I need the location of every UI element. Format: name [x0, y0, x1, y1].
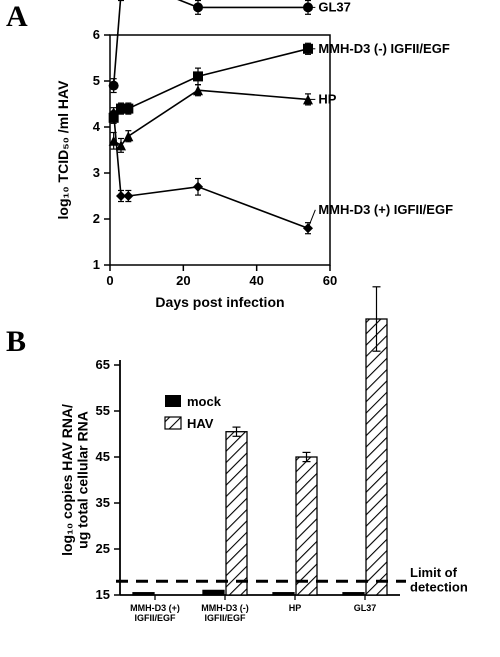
- xcat-3: GL37: [354, 603, 377, 613]
- svg-text:40: 40: [249, 273, 263, 288]
- legend-swatch-mock: [165, 395, 181, 407]
- series-label-HP: HP: [318, 91, 336, 106]
- svg-text:65: 65: [96, 357, 110, 372]
- panel-b-chart: 15 25 35 45 55 65 log₁₀ copies HAV RNA/ug tota…: [50, 355, 490, 655]
- svg-text:0: 0: [106, 273, 113, 288]
- svg-text:1: 1: [93, 257, 100, 272]
- svg-text:55: 55: [96, 403, 110, 418]
- svg-text:35: 35: [96, 495, 110, 510]
- xcat-2: HP: [289, 603, 302, 613]
- panel-b-letter: B: [6, 325, 26, 359]
- panel-b-ylabel: log₁₀ copies HAV RNA/ug total cellular R…: [59, 404, 90, 556]
- bar-mock-0: [133, 593, 154, 595]
- limit-of-detection-label: Limit ofdetection: [410, 565, 468, 594]
- series-MMH-D3-plus: MMH-D3 (+) IGFII/EGF: [109, 108, 453, 234]
- legend-swatch-hav: [165, 417, 181, 429]
- panel-a-xlabel: Days post infection: [155, 294, 284, 310]
- panel-a-plot-frame: [110, 35, 330, 265]
- svg-text:15: 15: [96, 587, 110, 602]
- svg-text:5: 5: [93, 73, 100, 88]
- panel-a-letter: A: [6, 0, 28, 34]
- xcat-1: MMH-D3 (-)IGFII/EGF: [201, 603, 249, 623]
- legend-label-hav: HAV: [187, 416, 214, 431]
- series-MMH-D3-minus: MMH-D3 (-) IGFII/EGF: [109, 41, 450, 124]
- legend-label-mock: mock: [187, 394, 222, 409]
- series-label-MMH-D3-plus: MMH-D3 (+) IGFII/EGF: [318, 202, 453, 217]
- bar-HAV-2: [296, 457, 317, 595]
- svg-text:6: 6: [93, 27, 100, 42]
- svg-text:25: 25: [96, 541, 110, 556]
- svg-text:3: 3: [93, 165, 100, 180]
- series-label-MMH-D3-minus: MMH-D3 (-) IGFII/EGF: [318, 41, 449, 56]
- bar-mock-1: [203, 590, 224, 595]
- svg-text:60: 60: [323, 273, 337, 288]
- panel-b-legend: mock HAV: [165, 394, 222, 431]
- series-HP: HP: [109, 85, 337, 153]
- series-GL37: GL37: [109, 0, 351, 93]
- panel-a-chart: 0 20 40 60 1 2 3 4 5 6 Days post infection log₁₀ TC…: [50, 15, 490, 315]
- xcat-0: MMH-D3 (+)IGFII/EGF: [130, 603, 180, 623]
- svg-text:2: 2: [93, 211, 100, 226]
- panel-a-ylabel: log₁₀ TCID₅₀ /ml HAV: [55, 80, 71, 220]
- svg-text:45: 45: [96, 449, 110, 464]
- bar-HAV-1: [226, 432, 247, 595]
- svg-text:4: 4: [93, 119, 101, 134]
- series-label-GL37: GL37: [318, 0, 351, 14]
- bar-mock-3: [343, 593, 364, 595]
- bar-mock-2: [273, 593, 294, 595]
- svg-text:20: 20: [176, 273, 190, 288]
- bar-HAV-3: [366, 319, 387, 595]
